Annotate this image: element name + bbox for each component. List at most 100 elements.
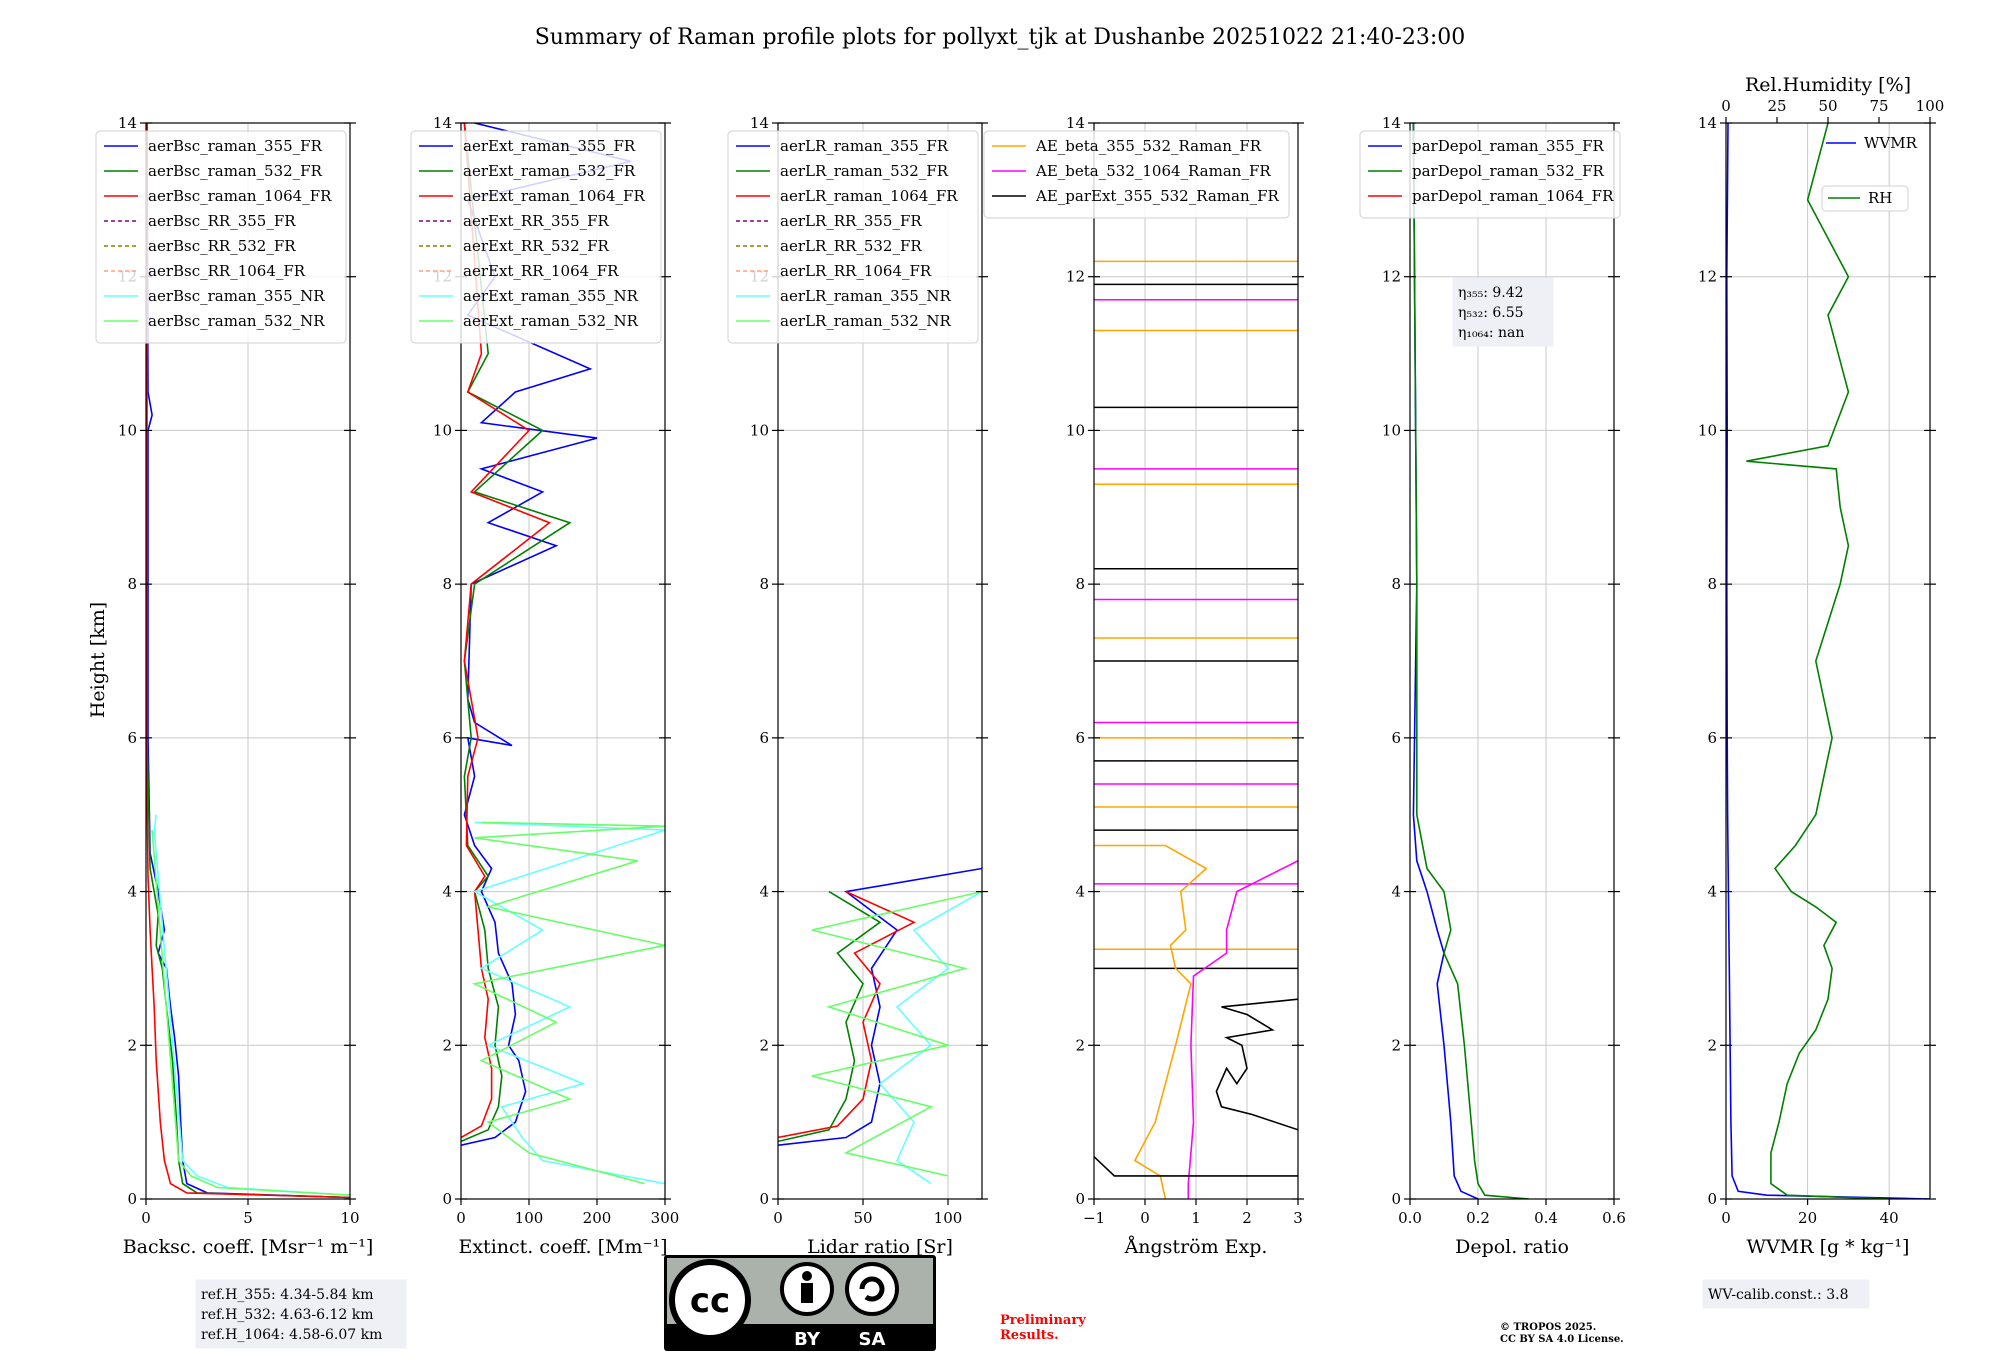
axes-frame bbox=[1725, 122, 1931, 1200]
legend: aerBsc_raman_355_FR aerBsc_raman_532_FRae… bbox=[95, 130, 347, 344]
legend-label: AE_beta_532_1064_Raman_FR bbox=[1035, 162, 1271, 180]
x-tick-label: 2 bbox=[1242, 1209, 1252, 1227]
series-line-parDepol_raman_532_FR bbox=[1412, 123, 1530, 1199]
legend-label: aerBsc_raman_355_FR bbox=[148, 137, 323, 155]
y-tick-label: 14 bbox=[1066, 114, 1085, 132]
x-tick-label: 10 bbox=[340, 1209, 359, 1227]
legend-label: RH bbox=[1868, 189, 1892, 207]
series-line-aerLR_raman_355_NR bbox=[878, 890, 982, 1185]
info-box: ref.H_355: 4.34-5.84 km ref.H_532: 4.63-6… bbox=[195, 1279, 407, 1349]
axes-frame bbox=[1409, 122, 1615, 1200]
x-tick-label: 0 bbox=[141, 1209, 151, 1227]
info-box: η₃₅₅: 9.42 η₅₃₂: 6.55 η₁₀₆₄: nan bbox=[1452, 277, 1554, 347]
x-tick-label: 0.2 bbox=[1466, 1209, 1490, 1227]
info-box-bg bbox=[1702, 1279, 1870, 1309]
info-line: WV-calib.const.: 3.8 bbox=[1708, 1287, 1848, 1303]
x-top-tick-label: 25 bbox=[1767, 97, 1786, 115]
copyright-text-2: CC BY SA 4.0 License. bbox=[1500, 1334, 1624, 1345]
series-line-aerExt_raman_532_FR bbox=[461, 123, 572, 1143]
legend-label: aerExt_RR_355_FR bbox=[463, 212, 610, 230]
legend-label: aerLR_raman_355_FR bbox=[780, 137, 949, 155]
panel-bsc: 024681012140510Backsc. coeff. [Msr⁻¹ m⁻¹… bbox=[95, 114, 407, 1349]
y-tick-label: 6 bbox=[127, 729, 137, 747]
x-axis-label: Ångström Exp. bbox=[1124, 1236, 1268, 1258]
x-tick-label: 40 bbox=[1880, 1209, 1899, 1227]
legend-box bbox=[983, 130, 1290, 219]
series-line-AE_parExt_355_532_Raman_FR bbox=[1215, 998, 1298, 1131]
legend: WVMR RH bbox=[1821, 134, 1918, 212]
x-tick-label: 0 bbox=[1721, 1209, 1731, 1227]
y-tick-label: 2 bbox=[1707, 1036, 1717, 1054]
y-tick-label: 0 bbox=[759, 1190, 769, 1208]
cc-icon bbox=[669, 1259, 751, 1341]
legend-label: aerLR_raman_532_NR bbox=[780, 312, 951, 330]
y-tick-label: 2 bbox=[127, 1036, 137, 1054]
legend-box bbox=[410, 130, 662, 344]
series-line-aerBsc_raman_355_NR bbox=[153, 814, 350, 1196]
x-tick-label: 20 bbox=[1798, 1209, 1817, 1227]
info-line: η₅₃₂: 6.55 bbox=[1458, 305, 1524, 321]
y-tick-label: 14 bbox=[118, 114, 137, 132]
x-axis-label: Extinct. coeff. [Mm⁻¹] bbox=[458, 1236, 667, 1258]
x-tick-label: 1 bbox=[1191, 1209, 1201, 1227]
y-tick-label: 12 bbox=[1698, 268, 1717, 286]
x-top-axis-label: Rel.Humidity [%] bbox=[1745, 74, 1911, 96]
series-line-aerBsc_raman_1064_FR bbox=[146, 123, 350, 1199]
y-tick-label: 14 bbox=[750, 114, 769, 132]
y-tick-label: 4 bbox=[1707, 883, 1717, 901]
y-tick-label: 12 bbox=[1066, 268, 1085, 286]
y-tick-label: 8 bbox=[1075, 575, 1085, 593]
legend-label: aerBsc_raman_355_NR bbox=[148, 287, 325, 305]
series-line-aerExt_raman_1064_FR bbox=[461, 123, 551, 1139]
y-tick-label: 0 bbox=[1391, 1190, 1401, 1208]
legend-label: aerBsc_RR_532_FR bbox=[148, 237, 296, 255]
y-tick-label: 4 bbox=[442, 883, 452, 901]
legend-box bbox=[1821, 185, 1909, 212]
series-line-aerLR_raman_1064_FR bbox=[778, 890, 916, 1139]
legend-label: aerLR_RR_532_FR bbox=[780, 237, 922, 255]
x-tick-label: 300 bbox=[651, 1209, 680, 1227]
legend-label: aerBsc_RR_1064_FR bbox=[148, 262, 306, 280]
y-tick-label: 14 bbox=[1382, 114, 1401, 132]
legend-label: aerLR_RR_1064_FR bbox=[780, 262, 932, 280]
x-axis-label: Depol. ratio bbox=[1455, 1236, 1569, 1258]
y-tick-label: 6 bbox=[442, 729, 452, 747]
cc-text: cc bbox=[690, 1281, 730, 1321]
legend-label: aerBsc_raman_532_FR bbox=[148, 162, 323, 180]
legend-label: parDepol_raman_355_FR bbox=[1412, 137, 1605, 155]
y-tick-label: 0 bbox=[442, 1190, 452, 1208]
series-line-aerExt_raman_355_NR bbox=[472, 821, 665, 1185]
legend-label: aerExt_raman_355_NR bbox=[463, 287, 639, 305]
x-tick-label: 100 bbox=[934, 1209, 963, 1227]
x-tick-label: 0.6 bbox=[1602, 1209, 1626, 1227]
x-tick-label: 100 bbox=[515, 1209, 544, 1227]
legend-label: aerLR_raman_1064_FR bbox=[780, 187, 958, 205]
x-tick-label: 5 bbox=[243, 1209, 253, 1227]
series-line-aerBsc_raman_532_NR bbox=[151, 830, 350, 1196]
y-tick-label: 0 bbox=[1075, 1190, 1085, 1208]
series-line-RH bbox=[1746, 123, 1890, 1199]
copyright-text-1: © TROPOS 2025. bbox=[1500, 1322, 1596, 1333]
y-tick-label: 10 bbox=[1698, 421, 1717, 439]
y-tick-label: 14 bbox=[433, 114, 452, 132]
legend-box bbox=[1359, 130, 1621, 219]
legend-label: aerLR_raman_355_NR bbox=[780, 287, 951, 305]
sa-text: SA bbox=[859, 1329, 886, 1350]
y-tick-label: 8 bbox=[127, 575, 137, 593]
info-line: η₁₀₆₄: nan bbox=[1458, 325, 1524, 341]
y-tick-label: 10 bbox=[1382, 421, 1401, 439]
legend: aerExt_raman_355_FR aerExt_raman_532_FRae… bbox=[410, 130, 662, 344]
y-tick-label: 10 bbox=[1066, 421, 1085, 439]
series-line-aerLR_raman_355_FR bbox=[778, 867, 982, 1146]
y-tick-label: 8 bbox=[1391, 575, 1401, 593]
legend-label: aerExt_raman_532_NR bbox=[463, 312, 639, 330]
preliminary-text-1: Preliminary bbox=[1000, 1313, 1086, 1328]
y-tick-label: 2 bbox=[1075, 1036, 1085, 1054]
axes-frame bbox=[460, 122, 666, 1200]
info-box-bg bbox=[195, 1279, 407, 1349]
sa-icon bbox=[845, 1262, 899, 1316]
x-tick-label: 3 bbox=[1293, 1209, 1303, 1227]
x-axis-label: WVMR [g * kg⁻¹] bbox=[1747, 1236, 1910, 1258]
legend: AE_beta_355_532_Raman_FR AE_beta_532_1064… bbox=[983, 130, 1290, 219]
legend-label: aerExt_raman_355_FR bbox=[463, 137, 636, 155]
